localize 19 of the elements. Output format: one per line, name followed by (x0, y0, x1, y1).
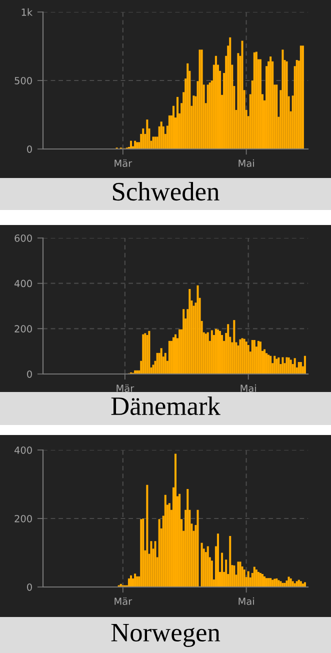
y-tick-label: 1k (22, 8, 33, 16)
y-tick-label: 0 (27, 145, 32, 153)
y-tick-label: 200 (14, 325, 32, 332)
x-tick-label: Mai (238, 159, 254, 167)
x-tick-label: Mai (240, 384, 256, 392)
y-tick-label: 200 (14, 514, 32, 522)
text: Dänemark (111, 396, 220, 416)
x-tick-label: Mär (116, 384, 134, 392)
x-tick-label: Mai (238, 597, 254, 605)
y-tick-label: 400 (14, 446, 32, 454)
y-tick-label: 0 (27, 583, 32, 591)
x-tick-label: Mär (114, 159, 132, 167)
y-tick-label: 0 (27, 370, 32, 378)
y-tick-label: 600 (14, 234, 32, 242)
text: Norwegen (111, 624, 220, 647)
y-tick-label: 500 (14, 76, 32, 84)
text: Schweden (113, 182, 220, 201)
x-tick-label: Mär (114, 597, 132, 605)
y-tick-label: 400 (14, 280, 32, 288)
